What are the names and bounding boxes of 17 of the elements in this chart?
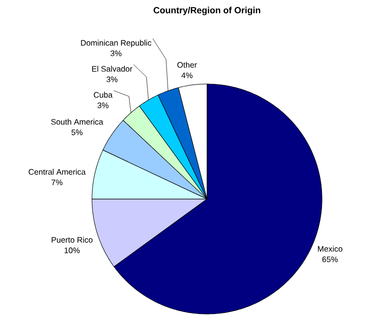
slice-label: Puerto Rico <box>52 236 93 243</box>
data-label: 10% <box>64 248 80 254</box>
slice-label: El Salvador <box>92 66 132 72</box>
slice-label: Cuba <box>94 92 113 98</box>
slice-label: Other <box>177 62 197 68</box>
data-label: 7% <box>52 180 62 186</box>
data-label: 4% <box>181 72 192 78</box>
slice-label: Central America <box>28 168 86 175</box>
slice-label: Dominican Republic <box>81 40 152 48</box>
data-label: 5% <box>72 130 82 136</box>
slice-label: Mexico <box>318 246 342 252</box>
data-label: 3% <box>106 76 118 82</box>
slice-label: South America <box>51 118 104 125</box>
data-label: 3% <box>98 102 108 108</box>
chart-title: Country/Region of Origin <box>154 6 260 16</box>
data-label: 65% <box>322 256 338 262</box>
data-label: 3% <box>110 50 122 56</box>
